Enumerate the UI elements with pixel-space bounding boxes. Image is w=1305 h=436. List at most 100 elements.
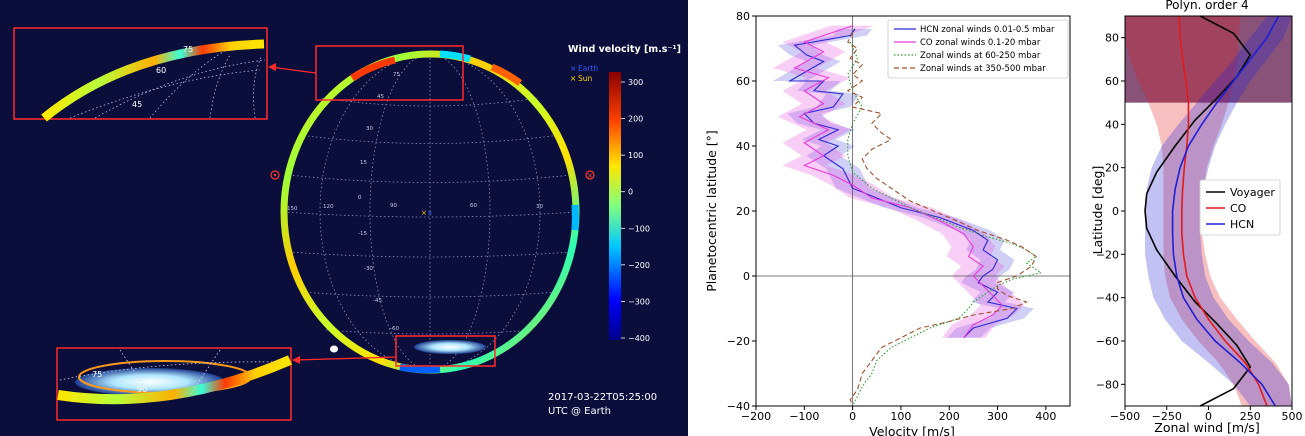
globe-lat-labels: 75 45 30 15 0 -15 -30 -45 -60 — [358, 72, 400, 332]
globe-lon-label: 120 — [323, 204, 334, 210]
chart-legend: HCN zonal winds 0.01-0.5 mbar CO zonal w… — [887, 19, 1069, 79]
x-tick-label: 200 — [939, 410, 960, 423]
colorbar-tick-label: −300 — [628, 297, 650, 306]
inset-lat-label: 75 — [92, 370, 102, 379]
top-inset-wind-arc — [41, 39, 265, 122]
bottom-inset-grid — [59, 349, 281, 396]
x-tick-label: 0 — [1205, 410, 1212, 423]
y-tick-label: 60 — [736, 75, 750, 88]
colorbar-tick-label: 200 — [628, 115, 643, 124]
confidence-band — [1125, 16, 1292, 406]
timestamp-line-2: UTC @ Earth — [548, 406, 611, 417]
x-tick-label: 0 — [849, 410, 856, 423]
limb-wind-hotspots — [350, 50, 579, 374]
legend-label: Zonal winds at 350-500 mbar — [920, 64, 1046, 74]
chart-title: Polyn. order 4 — [1165, 0, 1248, 12]
legend-sun-label: Sun — [578, 74, 593, 83]
y-tick-label: −20 — [1096, 248, 1119, 261]
timestamp-line-1: 2017-03-22T05:25:00 — [548, 392, 657, 403]
legend-label: CO zonal winds 0.1-20 mbar — [920, 38, 1041, 48]
legend-label: HCN zonal winds 0.01-0.5 mbar — [920, 25, 1055, 35]
colorbar — [609, 72, 621, 340]
globe-lat-label: -45 — [373, 298, 382, 304]
legend-earth-symbol: × — [570, 64, 576, 73]
series-line — [847, 41, 1043, 407]
y-tick-label: 0 — [1112, 205, 1119, 218]
profile-lines — [756, 16, 1070, 407]
x-tick-label: −100 — [789, 410, 819, 423]
x-tick-label: 300 — [987, 410, 1008, 423]
svg-text:×: × — [587, 171, 594, 180]
top-inset-grid — [69, 47, 266, 119]
y-axis-label: Planetocentric latitude [°] — [704, 130, 719, 292]
bottom-connector-line — [294, 356, 397, 361]
x-tick-label: 500 — [1282, 410, 1303, 423]
inset-lat-label: 75 — [183, 45, 193, 54]
colorbar-tick-label: 0 — [628, 188, 633, 197]
confidence-band — [1145, 16, 1292, 406]
legend-label: Voyager — [1230, 186, 1275, 199]
colorbar-title: Wind velocity [m.s⁻¹] — [568, 44, 681, 55]
legend-label: CO — [1230, 202, 1247, 215]
inset-lat-label: 90 — [137, 385, 147, 394]
globe-lat-label: 15 — [360, 160, 367, 166]
inset-lat-label: 60 — [156, 66, 166, 75]
y-tick-label: 20 — [736, 205, 750, 218]
y-tick-label: −80 — [1096, 378, 1119, 391]
series-line — [793, 25, 1004, 339]
excluded-polar-region — [1125, 16, 1292, 103]
x-axis-label: Velocity [m/s] — [869, 424, 955, 436]
top-connector-arrowhead — [268, 63, 276, 71]
globe-lat-label: -30 — [364, 266, 373, 272]
colorbar-tick-label: 300 — [628, 78, 643, 87]
wind-map-panel: 75 45 30 15 0 -15 -30 -45 -60 150 120 90… — [0, 0, 688, 436]
globe-lat-label: 45 — [377, 94, 384, 100]
svg-text:×: × — [421, 209, 427, 217]
x-axis-label: Zonal wind [m/s] — [1154, 420, 1259, 435]
legend-label: Zonal winds at 60-250 mbar — [920, 51, 1041, 61]
bottom-inset-wind-arc — [57, 355, 292, 405]
globe-lat-label: 0 — [358, 195, 362, 201]
uncertainty-band — [772, 29, 1034, 338]
globe-lat-label: 30 — [366, 126, 373, 132]
y-tick-label: 40 — [736, 140, 750, 153]
y-tick-label: 80 — [736, 10, 750, 23]
legend-label: HCN — [1230, 218, 1254, 231]
bottom-connector-arrowhead — [292, 356, 300, 364]
y-tick-label: 0 — [743, 270, 750, 283]
x-tick-label: 100 — [890, 410, 911, 423]
top-inset-lat-labels: 75 60 45 — [132, 45, 193, 109]
colorbar-tick-label: −100 — [628, 224, 650, 233]
y-tick-label: 60 — [1105, 75, 1119, 88]
colorbar-tick-label: −400 — [628, 334, 650, 343]
globe-lon-label: 150 — [287, 206, 298, 212]
globe-lat-label: -15 — [358, 231, 367, 237]
x-tick-label: 400 — [1035, 410, 1056, 423]
legend-sun-symbol: × — [570, 74, 576, 83]
series-line — [787, 28, 1018, 339]
y-tick-label: −60 — [1096, 335, 1119, 348]
bottom-source-box — [395, 335, 496, 367]
series-line — [1171, 15, 1280, 407]
x-tick-label: −500 — [1110, 410, 1140, 423]
y-tick-label: 80 — [1105, 32, 1119, 45]
y-tick-label: 40 — [1105, 118, 1119, 131]
legend-earth-label: Earth — [578, 64, 598, 73]
x-tick-label: −200 — [741, 410, 771, 423]
top-connector-line — [269, 66, 317, 74]
earth-sun-legend: × Earth × Sun — [570, 64, 598, 83]
colorbar-ticks: 300 200 100 0 −100 −200 −300 −400 — [621, 78, 650, 343]
globe-lon-label: 30 — [536, 204, 543, 210]
inset-lat-label: 45 — [132, 100, 142, 109]
chart-legend: Voyager CO HCN — [1199, 179, 1281, 236]
globe-lon-label: 60 — [470, 203, 477, 209]
y-tick-label: −20 — [727, 335, 750, 348]
globe-lon-label: 90 — [390, 203, 397, 209]
svg-text:×: × — [427, 209, 433, 217]
y-axis-label: Latitude [deg] — [1090, 166, 1105, 255]
polynomial-fit-chart: Polyn. order 4 −500 −250 0 250 500 −80 −60 −40 −… — [1090, 0, 1303, 435]
colorbar-tick-label: 100 — [628, 151, 643, 160]
y-tick-label: 20 — [1105, 162, 1119, 175]
series-line — [846, 32, 1037, 407]
